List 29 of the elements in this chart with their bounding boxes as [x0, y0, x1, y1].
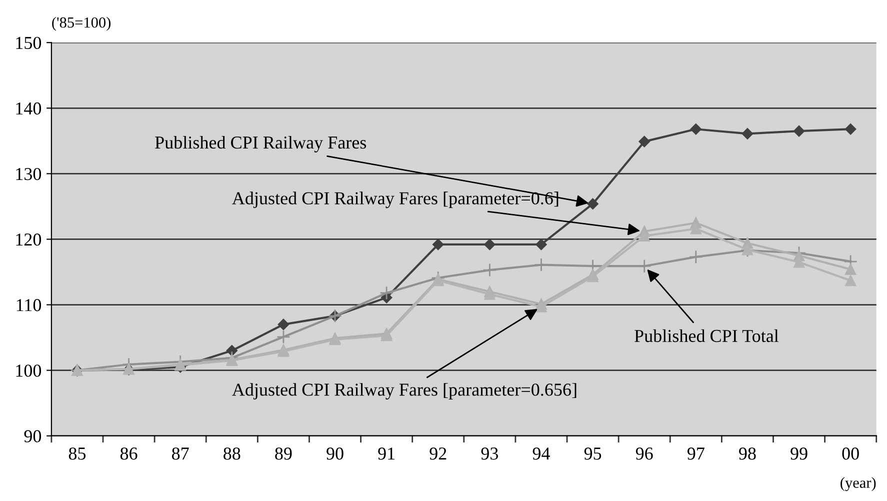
y-tick-label: 90: [24, 430, 42, 442]
annotation: Published CPI Total: [634, 329, 779, 342]
x-tick-label: 90: [326, 448, 344, 460]
x-tick-label: 86: [120, 448, 138, 460]
x-tick-label: 97: [687, 448, 704, 460]
x-tick-label: 94: [532, 448, 550, 460]
y-tick-label: 100: [16, 364, 42, 377]
y-tick-label: 110: [16, 299, 42, 312]
y-tick-label: 130: [16, 168, 42, 180]
x-tick-label: 93: [481, 448, 498, 460]
x-tick-label: 99: [790, 448, 808, 460]
y-tick-label: 120: [16, 233, 42, 246]
annotation: Adjusted CPI Railway Fares [parameter=0.656]: [232, 383, 576, 400]
x-tick-label: 91: [378, 448, 395, 460]
x-axis-title: (year): [840, 477, 876, 492]
y-axis-title: ('85=100): [52, 16, 111, 31]
x-tick-label: 95: [584, 448, 602, 460]
x-tick-label: 89: [275, 448, 292, 460]
x-tick-label: 88: [224, 448, 240, 460]
x-tick-label: 87: [172, 448, 189, 460]
x-tick-label: 96: [636, 448, 653, 460]
y-tick-label: 150: [16, 36, 42, 50]
y-tick-label: 140: [16, 102, 42, 115]
annotation: Published CPI Railway Fares: [155, 136, 366, 152]
x-tick-label: 00: [842, 448, 859, 460]
annotation: Adjusted CPI Railway Fares [parameter=0.6]: [232, 192, 558, 208]
x-tick-label: 92: [430, 448, 446, 460]
x-tick-label: 98: [739, 448, 756, 460]
x-tick-label: 85: [68, 448, 86, 460]
